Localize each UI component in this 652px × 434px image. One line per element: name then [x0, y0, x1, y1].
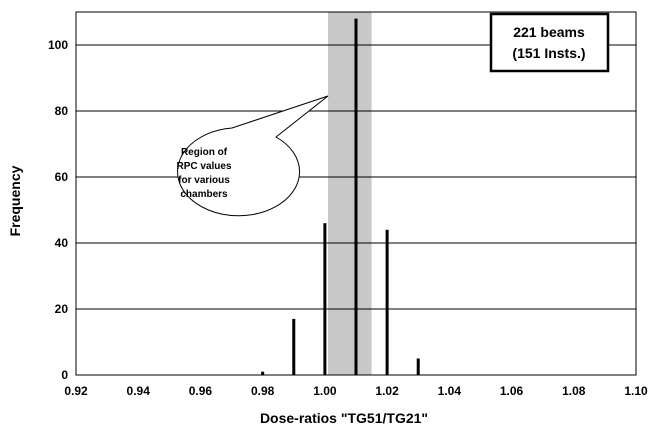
x-tick-label: 1.10 — [624, 384, 648, 398]
y-tick-label: 60 — [55, 170, 69, 184]
y-axis-title: Frequency — [7, 165, 23, 236]
y-tick-label: 100 — [48, 38, 68, 52]
bar-layer — [261, 18, 420, 375]
y-tick-label: 20 — [55, 302, 69, 316]
annotation-line-1: 221 beams — [513, 24, 585, 40]
histogram-bar — [354, 18, 358, 375]
y-tick-label: 0 — [61, 368, 68, 382]
y-tick-label: 40 — [55, 236, 69, 250]
rpc-region-shade — [328, 12, 372, 375]
histogram-bar — [292, 318, 296, 375]
x-tick-label: 1.02 — [375, 384, 399, 398]
rpc-region-layer — [328, 12, 372, 375]
annotation-box — [489, 12, 610, 73]
histogram-bar — [416, 358, 420, 375]
y-tick-label: 80 — [55, 104, 69, 118]
x-tick-label: 0.92 — [64, 384, 88, 398]
beam-count-annotation: 221 beams (151 Insts.) — [489, 12, 610, 73]
callout-bubble — [177, 95, 329, 217]
x-tick-label: 1.00 — [313, 384, 337, 398]
callout-line-1: Region of — [181, 147, 228, 158]
x-tick-labels: 0.92 0.94 0.96 0.98 1.00 1.02 1.04 1.06 1.08 1.10 — [64, 384, 648, 398]
y-tick-labels: 0 20 40 60 80 100 — [48, 38, 68, 382]
callout-line-4: chambers — [180, 189, 228, 200]
x-tick-label: 0.96 — [189, 384, 213, 398]
plot-frame — [75, 11, 637, 376]
histogram-bar — [385, 229, 389, 375]
x-tick-label: 1.04 — [438, 384, 462, 398]
x-tick-label: 0.98 — [251, 384, 275, 398]
x-tick-label: 1.06 — [500, 384, 524, 398]
histogram-bar — [323, 223, 327, 375]
annotation-line-2: (151 Insts.) — [512, 45, 585, 61]
rpc-callout: Region of RPC values for various chamber… — [176, 95, 329, 217]
x-tick-label: 1.08 — [562, 384, 586, 398]
histogram-bar — [261, 371, 265, 375]
callout-line-3: for various — [178, 175, 230, 186]
x-axis-title: Dose-ratios "TG51/TG21" — [260, 410, 428, 426]
x-tick-label: 0.94 — [127, 384, 151, 398]
callout-line-2: RPC values — [176, 161, 231, 172]
